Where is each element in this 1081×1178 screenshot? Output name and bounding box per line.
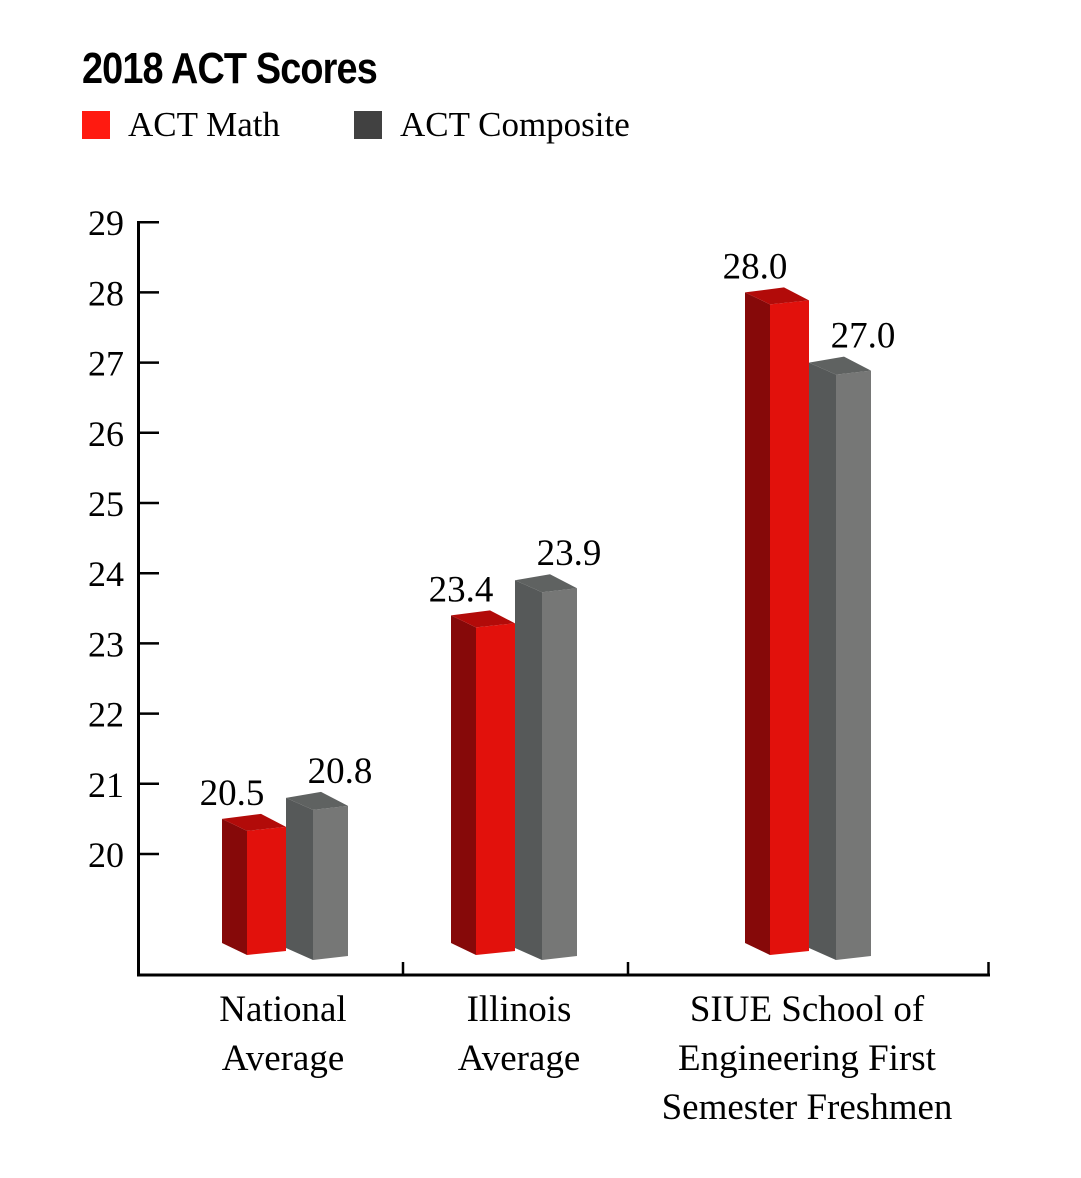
- category-label: SIUE School of: [690, 989, 925, 1030]
- bar-front-face: [313, 805, 348, 960]
- y-tick-label: 21: [88, 765, 124, 805]
- axes: [137, 221, 990, 977]
- legend-swatch-act-math: [82, 111, 110, 139]
- value-label: 23.4: [429, 569, 494, 610]
- category-labels: National Average Illinois Average SIUE Schoo…: [219, 989, 952, 1128]
- y-axis-ticks: 20 21 22 23 24 25 26 27 28 29: [88, 203, 159, 875]
- bar-side-face: [451, 615, 476, 955]
- legend-label-act-math: ACT Math: [128, 105, 280, 144]
- y-tick-label: 22: [88, 695, 124, 735]
- bar-side-face: [745, 292, 770, 955]
- legend-swatch-act-composite: [354, 111, 382, 139]
- bars: [222, 287, 871, 961]
- bar-top-face: [515, 574, 577, 593]
- bar-act-math: [745, 287, 809, 955]
- value-label: 27.0: [831, 316, 896, 357]
- bar-top-face: [222, 813, 286, 831]
- y-tick-label: 26: [88, 414, 124, 454]
- bar-side-face: [809, 362, 836, 961]
- bar-act-composite: [286, 791, 348, 960]
- y-tick-label: 24: [88, 554, 124, 594]
- y-tick-label: 29: [88, 203, 124, 243]
- bar-side-face: [222, 818, 247, 955]
- y-tick-label: 23: [88, 624, 124, 664]
- category-label: Average: [458, 1038, 581, 1079]
- bar-top-face: [809, 356, 871, 375]
- bar-front-face: [247, 826, 286, 955]
- category-label: National: [219, 989, 346, 1030]
- bar-side-face: [286, 797, 313, 960]
- bar-top-face: [745, 287, 809, 305]
- y-tick-label: 25: [88, 484, 124, 524]
- category-label: Semester Freshmen: [662, 1087, 953, 1128]
- bar-front-face: [836, 370, 871, 961]
- category-label: Illinois: [467, 989, 572, 1030]
- bar-act-composite: [809, 356, 871, 961]
- bar-top-face: [451, 610, 515, 628]
- legend-label-act-composite: ACT Composite: [400, 105, 630, 144]
- value-label: 20.5: [200, 773, 265, 814]
- bar-top-face: [286, 791, 348, 810]
- bar-act-math: [222, 813, 286, 955]
- category-label: Engineering First: [678, 1038, 937, 1079]
- value-label: 20.8: [308, 751, 373, 792]
- value-label: 28.0: [723, 246, 788, 287]
- bar-front-face: [542, 588, 577, 960]
- y-tick-label: 20: [88, 835, 124, 875]
- bar-front-face: [476, 623, 515, 955]
- value-labels: 20.5 23.4 28.0 20.8 23.9 27.0: [200, 246, 896, 814]
- bar-act-composite: [515, 574, 577, 960]
- y-tick-label: 27: [88, 344, 124, 384]
- bar-side-face: [515, 580, 542, 960]
- bar-front-face: [770, 300, 809, 955]
- y-tick-label: 28: [88, 273, 124, 313]
- category-label: Average: [222, 1038, 345, 1079]
- bar-act-math: [451, 610, 515, 955]
- chart-title: 2018 ACT Scores: [82, 44, 378, 93]
- value-label: 23.9: [537, 533, 602, 574]
